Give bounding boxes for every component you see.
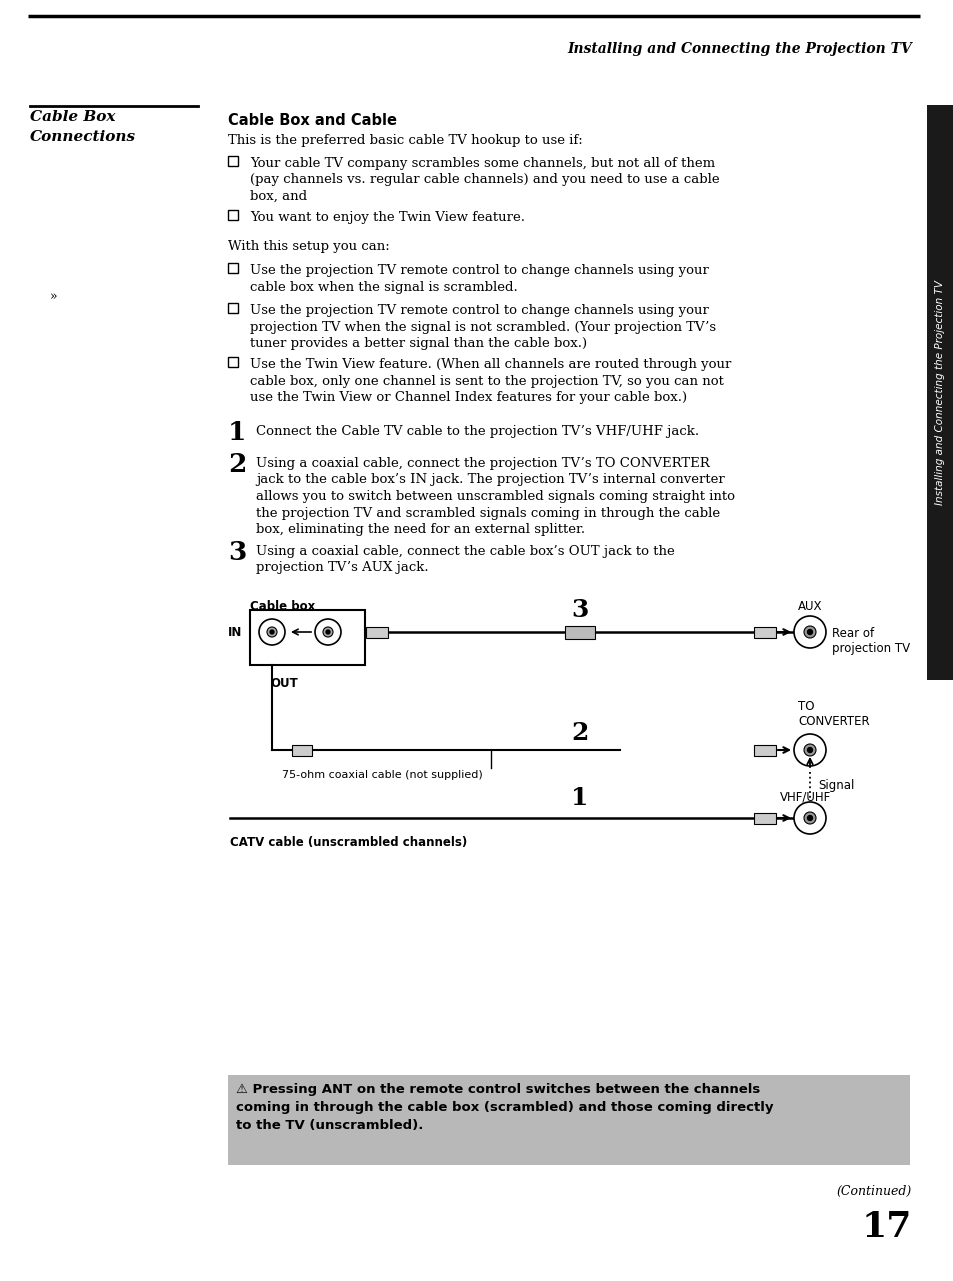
Text: to the TV (unscrambled).: to the TV (unscrambled). — [235, 1120, 423, 1132]
Text: allows you to switch between unscrambled signals coming straight into: allows you to switch between unscrambled… — [255, 491, 734, 503]
Bar — [250, 610, 365, 665]
Text: the projection TV and scrambled signals coming in through the cable: the projection TV and scrambled signals … — [255, 506, 720, 520]
Circle shape — [267, 626, 276, 637]
Text: OUT: OUT — [270, 676, 297, 690]
Text: Installing and Connecting the Projection TV: Installing and Connecting the Projection… — [567, 42, 911, 56]
Text: Connect the Cable TV cable to the projection TV’s VHF/UHF jack.: Connect the Cable TV cable to the projec… — [255, 425, 699, 438]
Text: Your cable TV company scrambles some channels, but not all of them: Your cable TV company scrambles some cha… — [250, 158, 715, 170]
Text: 17: 17 — [861, 1211, 911, 1244]
Circle shape — [806, 748, 812, 752]
Text: box, eliminating the need for an external splitter.: box, eliminating the need for an externa… — [255, 523, 584, 535]
Text: Cable box: Cable box — [250, 600, 314, 614]
Text: 2: 2 — [571, 721, 588, 746]
Bar — [228, 357, 237, 366]
Circle shape — [793, 734, 825, 766]
Bar — [228, 156, 237, 167]
Text: jack to the cable box’s IN jack. The projection TV’s internal converter: jack to the cable box’s IN jack. The pro… — [255, 474, 724, 487]
Text: Using a coaxial cable, connect the projection TV’s TO CONVERTER: Using a coaxial cable, connect the proje… — [255, 457, 709, 470]
Circle shape — [270, 630, 274, 634]
Text: ⚠ Pressing ANT on the remote control switches between the channels: ⚠ Pressing ANT on the remote control swi… — [235, 1082, 760, 1097]
Circle shape — [323, 626, 333, 637]
Bar — [564, 625, 595, 638]
Text: cable box when the signal is scrambled.: cable box when the signal is scrambled. — [250, 281, 517, 293]
Bar — [228, 263, 237, 273]
Text: 1: 1 — [228, 420, 246, 445]
Text: »: » — [50, 290, 57, 304]
Text: TO
CONVERTER: TO CONVERTER — [797, 699, 869, 728]
Circle shape — [803, 812, 815, 824]
Circle shape — [803, 626, 815, 638]
Text: 3: 3 — [228, 541, 246, 565]
Bar — [366, 626, 388, 638]
Bar — [926, 105, 953, 680]
Circle shape — [326, 630, 330, 634]
Circle shape — [314, 619, 340, 646]
Text: IN: IN — [228, 625, 242, 638]
Circle shape — [793, 616, 825, 648]
Circle shape — [806, 629, 812, 634]
Text: (pay channels vs. regular cable channels) and you need to use a cable: (pay channels vs. regular cable channels… — [250, 173, 719, 187]
Text: You want to enjoy the Twin View feature.: You want to enjoy the Twin View feature. — [250, 211, 524, 224]
Text: cable box, only one channel is sent to the projection TV, so you can not: cable box, only one channel is sent to t… — [250, 374, 723, 387]
Text: With this setup you can:: With this setup you can: — [228, 240, 390, 254]
Text: Use the projection TV remote control to change channels using your: Use the projection TV remote control to … — [250, 264, 708, 277]
Text: Rear of
projection TV: Rear of projection TV — [831, 626, 909, 655]
Text: Using a coaxial cable, connect the cable box’s OUT jack to the: Using a coaxial cable, connect the cable… — [255, 544, 674, 559]
Text: Signal: Signal — [817, 780, 854, 793]
Text: This is the preferred basic cable TV hookup to use if:: This is the preferred basic cable TV hoo… — [228, 135, 582, 147]
Circle shape — [806, 816, 812, 821]
Bar — [753, 812, 775, 824]
Bar — [753, 626, 775, 638]
Text: AUX: AUX — [797, 600, 821, 614]
Bar — [228, 210, 237, 220]
Text: Cable Box and Cable: Cable Box and Cable — [228, 113, 396, 128]
Bar — [753, 744, 775, 756]
Circle shape — [803, 744, 815, 756]
Text: 1: 1 — [571, 787, 588, 810]
Text: Use the Twin View feature. (When all channels are routed through your: Use the Twin View feature. (When all cha… — [250, 357, 731, 371]
Text: (Continued): (Continued) — [836, 1185, 911, 1198]
Text: 2: 2 — [228, 452, 246, 477]
Circle shape — [258, 619, 285, 646]
Circle shape — [793, 802, 825, 834]
Text: Use the projection TV remote control to change channels using your: Use the projection TV remote control to … — [250, 304, 708, 316]
Text: projection TV when the signal is not scrambled. (Your projection TV’s: projection TV when the signal is not scr… — [250, 320, 716, 333]
Text: box, and: box, and — [250, 190, 307, 202]
Text: Connections: Connections — [30, 129, 136, 143]
Text: CATV cable (unscrambled channels): CATV cable (unscrambled channels) — [230, 836, 467, 849]
Text: use the Twin View or Channel Index features for your cable box.): use the Twin View or Channel Index featu… — [250, 391, 686, 404]
Text: Cable Box: Cable Box — [30, 110, 115, 124]
Text: coming in through the cable box (scrambled) and those coming directly: coming in through the cable box (scrambl… — [235, 1100, 773, 1114]
Text: 75-ohm coaxial cable (not supplied): 75-ohm coaxial cable (not supplied) — [282, 770, 482, 780]
Bar — [292, 744, 312, 756]
Text: Installing and Connecting the Projection TV: Installing and Connecting the Projection… — [934, 281, 944, 505]
Bar — [228, 1075, 909, 1164]
Text: 3: 3 — [571, 598, 588, 623]
Bar — [228, 304, 237, 313]
Text: projection TV’s AUX jack.: projection TV’s AUX jack. — [255, 561, 428, 574]
Text: tuner provides a better signal than the cable box.): tuner provides a better signal than the … — [250, 337, 586, 350]
Text: VHF/UHF: VHF/UHF — [780, 790, 830, 803]
